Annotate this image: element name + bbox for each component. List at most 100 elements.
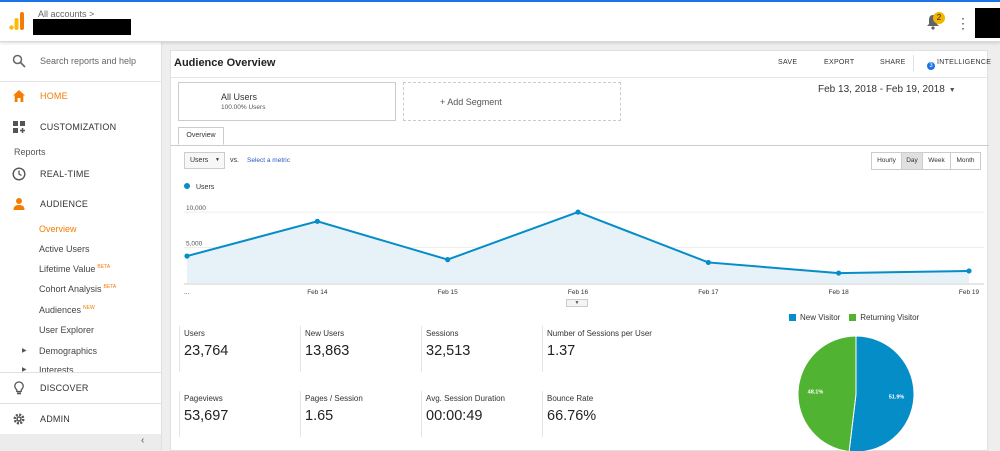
legend-swatch-returning-visitor (849, 314, 857, 321)
users-data-point[interactable] (184, 253, 190, 259)
stat-sessions-per-user: Number of Sessions per User 1.37 (542, 326, 667, 376)
sidebar-item-realtime[interactable]: REAL-TIME (0, 159, 161, 189)
granularity-week-button[interactable]: Week (922, 152, 951, 170)
expand-triangle-icon[interactable]: ▶ (22, 367, 27, 373)
users-data-point[interactable] (966, 268, 972, 274)
sidebar-sub-cohort-analysis[interactable]: Cohort Analysis BETA (39, 284, 116, 294)
users-line-chart: 10,000 5,000... Feb 14 Feb 15 Feb 16 Feb 17 Fe… (184, 205, 984, 296)
users-data-point[interactable] (575, 209, 581, 215)
pie-slice-label: 51.9% (889, 394, 905, 400)
stat-divider (179, 391, 180, 437)
stat-label: Avg. Session Duration (426, 394, 506, 403)
users-data-point[interactable] (314, 218, 320, 224)
search-input[interactable]: Search reports and help (40, 56, 137, 66)
vs-label: vs. (230, 157, 239, 164)
stat-value: 13,863 (305, 343, 350, 359)
legend-swatch-new-visitor (789, 314, 796, 321)
chart-resize-handle[interactable]: ▼ (566, 299, 588, 307)
sidebar-sub-active-users[interactable]: Active Users (39, 244, 90, 254)
date-range-text: Feb 13, 2018 - Feb 19, 2018 (818, 84, 945, 95)
pie-slice-new-visitor[interactable] (848, 335, 915, 451)
sidebar-search[interactable]: Search reports and help (0, 42, 161, 82)
x-tick-label: ... (184, 289, 190, 296)
stat-divider (421, 391, 422, 437)
visitor-pie-chart: 51.9% 48.1% (797, 335, 915, 451)
legend-dot-icon (184, 183, 190, 189)
sidebar-item-home[interactable]: HOME (0, 81, 161, 111)
select-metric-link[interactable]: Select a metric (247, 157, 290, 164)
sidebar-divider (0, 403, 161, 404)
tab-divider (171, 145, 989, 146)
sidebar-sub-overview[interactable]: Overview (39, 224, 77, 234)
stat-pageviews: Pageviews 53,697 (179, 391, 294, 441)
report-panel: Audience Overview SAVE EXPORT SHARE 3 IN… (170, 50, 992, 451)
x-tick-label: Feb 19 (959, 289, 980, 296)
breadcrumb-all-accounts[interactable]: All accounts > (38, 9, 95, 19)
share-button[interactable]: SHARE (880, 59, 906, 66)
tab-overview[interactable]: Overview (178, 127, 224, 145)
x-tick-label: Feb 15 (438, 289, 459, 296)
save-button[interactable]: SAVE (778, 59, 798, 66)
stat-value: 53,697 (184, 408, 229, 424)
users-data-point[interactable] (445, 257, 451, 263)
add-segment-button[interactable]: + Add Segment (403, 82, 621, 121)
pie-legend: New Visitor Returning Visitor (789, 313, 919, 322)
sidebar-realtime-label: REAL-TIME (40, 169, 90, 179)
users-data-point[interactable] (705, 259, 711, 266)
stat-divider (300, 391, 301, 437)
sidebar-item-customization[interactable]: CUSTOMIZATION (0, 112, 161, 142)
users-data-point[interactable] (836, 270, 842, 276)
top-bar: All accounts > 2 ⋮ (0, 0, 1000, 42)
metric-dropdown-value: Users (190, 157, 209, 164)
beta-badge: BETA (97, 264, 111, 270)
granularity-day-button[interactable]: Day (901, 152, 923, 170)
chart-legend: Users (184, 183, 214, 191)
granularity-month-button[interactable]: Month (950, 152, 981, 170)
sidebar-sub-audiences[interactable]: Audiences NEW (39, 305, 95, 315)
sidebar-divider (0, 372, 161, 373)
lifetime-value-label: Lifetime Value (39, 264, 96, 274)
expand-triangle-icon[interactable]: ▶ (22, 348, 27, 354)
stat-divider (542, 326, 543, 372)
stat-label: Number of Sessions per User (547, 329, 652, 338)
chevron-down-icon: ▼ (215, 157, 220, 163)
sidebar-customization-label: CUSTOMIZATION (40, 122, 117, 132)
stat-value: 23,764 (184, 343, 229, 359)
user-avatar-redacted[interactable] (975, 8, 1000, 38)
sidebar-sub-lifetime-value[interactable]: Lifetime Value BETA (39, 264, 110, 274)
stat-value: 66.76% (547, 408, 597, 424)
intelligence-button[interactable]: INTELLIGENCE (937, 59, 992, 66)
y-tick-label: 10,000 (186, 205, 206, 212)
metric-dropdown[interactable]: Users ▼ (184, 152, 225, 169)
sidebar-item-audience[interactable]: AUDIENCE (0, 189, 161, 219)
stat-label: Sessions (426, 329, 459, 338)
sidebar-item-admin[interactable]: ADMIN (0, 404, 161, 434)
stat-bounce-rate: Bounce Rate 66.76% (542, 391, 657, 441)
date-range-picker[interactable]: Feb 13, 2018 - Feb 19, 2018 ▼ (818, 84, 956, 95)
x-tick-label: Feb 14 (307, 289, 328, 296)
audiences-label: Audiences (39, 305, 82, 315)
x-tick-label: Feb 18 (829, 289, 850, 296)
legend-returning-visitor-label: Returning Visitor (860, 313, 920, 322)
segment-all-users[interactable]: All Users 100.00% Users (178, 82, 396, 121)
sidebar-collapse-bar[interactable]: ‹ (0, 434, 161, 451)
sidebar-sub-demographics[interactable]: Demographics (39, 346, 98, 356)
export-button[interactable]: EXPORT (824, 59, 855, 66)
lightbulb-icon (14, 381, 24, 395)
users-area-fill (187, 212, 969, 283)
gear-icon (13, 413, 25, 425)
stat-value: 1.37 (547, 343, 576, 359)
analytics-logo[interactable] (9, 11, 25, 31)
sidebar-sub-user-explorer[interactable]: User Explorer (39, 325, 95, 335)
stat-label: Pages / Session (305, 394, 363, 403)
account-name-redacted[interactable] (33, 19, 131, 35)
pie-slice-returning-visitor[interactable] (797, 335, 857, 451)
sidebar-item-discover[interactable]: DISCOVER (0, 373, 161, 403)
more-options-icon[interactable]: ⋮ (956, 15, 970, 31)
sidebar-admin-label: ADMIN (40, 414, 70, 424)
notification-count-badge: 2 (933, 12, 945, 24)
granularity-hourly-button[interactable]: Hourly (871, 152, 902, 170)
collapse-chevron-icon[interactable]: ‹ (141, 435, 145, 446)
pie-slice-label: 48.1% (808, 390, 824, 396)
sidebar-sub-interests[interactable]: Interests (39, 365, 74, 372)
